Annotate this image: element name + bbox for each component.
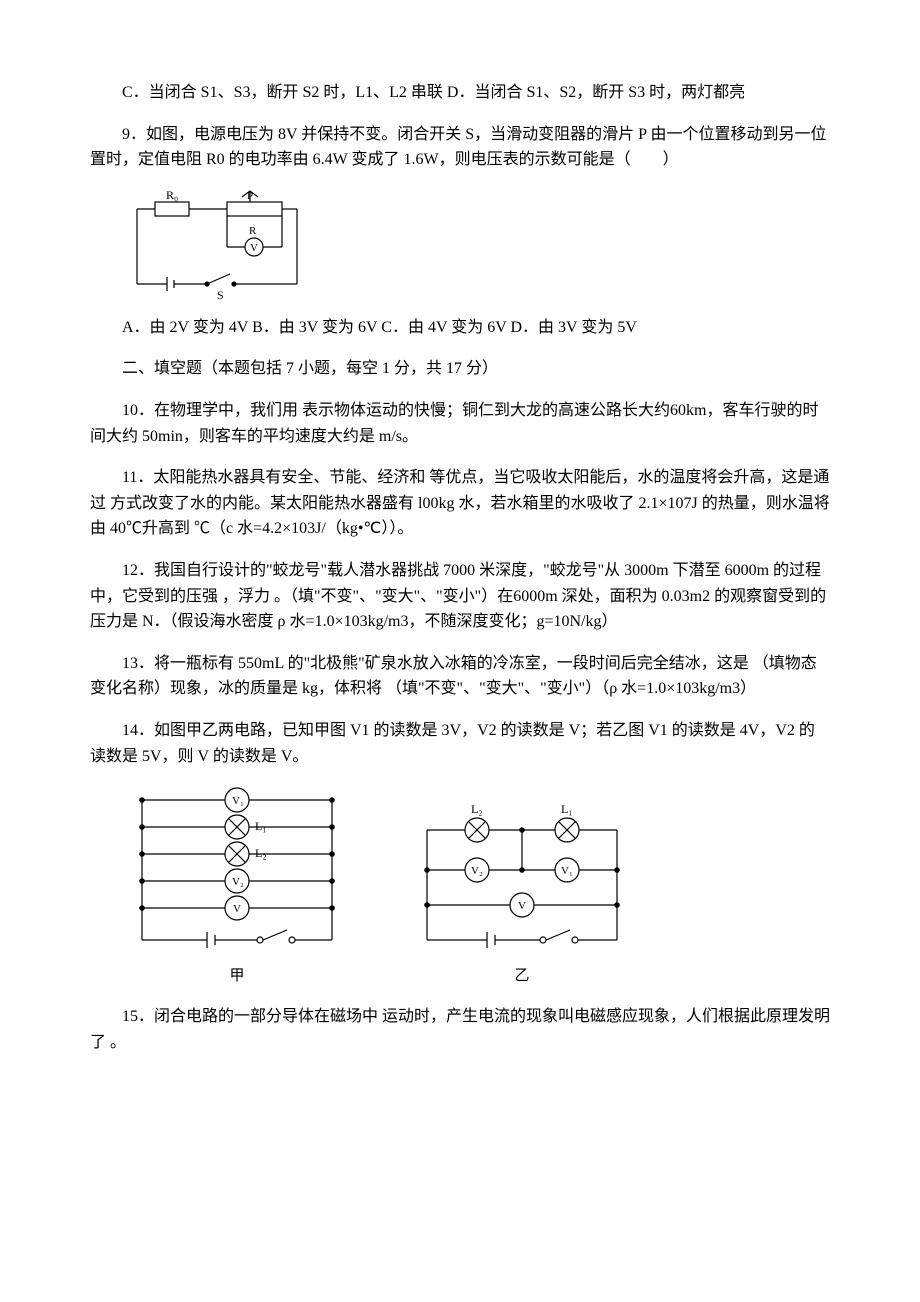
svg-text:V₂: V₂: [232, 876, 244, 888]
svg-text:V₁: V₁: [561, 865, 573, 877]
svg-text:V₂: V₂: [471, 865, 483, 877]
label-r: R: [249, 225, 257, 237]
question-9-options: A．由 2V 变为 4V B．由 3V 变为 6V C．由 4V 变为 6V D…: [90, 315, 830, 341]
caption-yi: 乙: [412, 964, 632, 988]
svg-text:V: V: [518, 900, 526, 912]
diagram-yi: L₂ L₁ V₂ V₁ V: [412, 785, 632, 960]
label-v: V: [250, 242, 258, 254]
question-15: 15．闭合电路的一部分导体在磁场中 运动时，产生电流的现象叫电磁感应现象，人们根…: [90, 1004, 830, 1055]
diagram-captions: 甲 乙: [122, 964, 830, 988]
caption-jia: 甲: [122, 964, 352, 988]
label-s: S: [217, 288, 224, 299]
diagram-jia: V₁ L₁ L₂ V₂ V: [122, 785, 352, 960]
svg-text:L₁: L₁: [255, 819, 267, 833]
question-9-stem: 9．如图，电源电压为 8V 并保持不变。闭合开关 S，当滑动变阻器的滑片 P 由…: [90, 122, 830, 173]
question-9-diagram: R₀ P R V S: [122, 189, 830, 299]
question-14-diagrams: V₁ L₁ L₂ V₂ V: [122, 785, 830, 960]
label-p: P: [247, 190, 253, 202]
question-13: 13．将一瓶标有 550mL 的"北极熊"矿泉水放入冰箱的冷冻室，一段时间后完全…: [90, 651, 830, 702]
svg-text:L₂: L₂: [471, 802, 483, 816]
svg-text:V₁: V₁: [232, 795, 244, 807]
question-14: 14．如图甲乙两电路，已知甲图 V1 的读数是 3V，V2 的读数是 V；若乙图…: [90, 718, 830, 769]
svg-text:V: V: [233, 903, 241, 915]
svg-text:L₁: L₁: [561, 802, 573, 816]
label-r0: R₀: [166, 189, 178, 202]
section-2-heading: 二、填空题（本题包括 7 小题，每空 1 分，共 17 分）: [90, 356, 830, 382]
question-11: 11．太阳能热水器具有安全、节能、经济和 等优点，当它吸收太阳能后，水的温度将会…: [90, 465, 830, 542]
question-10: 10．在物理学中，我们用 表示物体运动的快慢；铜仁到大龙的高速公路长大约60km…: [90, 398, 830, 449]
svg-text:L₂: L₂: [255, 846, 267, 860]
question-8-option-cd: C．当闭合 S1、S3，断开 S2 时，L1、L2 串联 D．当闭合 S1、S2…: [90, 80, 830, 106]
question-12: 12．我国自行设计的"蛟龙号"载人潜水器挑战 7000 米深度，"蛟龙号"从 3…: [90, 558, 830, 635]
